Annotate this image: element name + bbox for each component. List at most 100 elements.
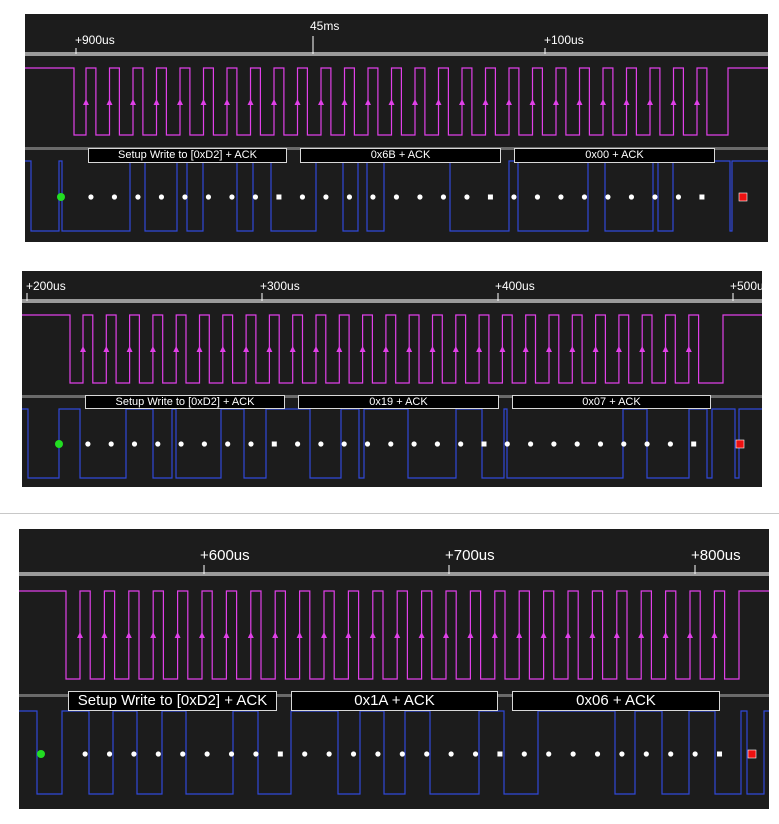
clock-edge-arrow (200, 99, 207, 105)
data-bit-marker (458, 441, 464, 447)
clock-edge-arrow (199, 632, 205, 638)
sda-waveform (22, 408, 762, 479)
data-bit-marker (323, 194, 329, 200)
clock-edge-arrow (224, 99, 230, 105)
clock-edge-arrow (125, 632, 132, 638)
clock-edge-arrow (106, 99, 113, 105)
time-ruler (25, 52, 768, 56)
clock-edge-arrow (615, 346, 622, 352)
i2c-frame-data-2[interactable]: 0x00 + ACK (514, 148, 715, 163)
clock-edge-arrow (177, 99, 183, 105)
stop-condition-marker (735, 439, 745, 449)
clock-edge-arrow (130, 99, 136, 105)
data-bit-marker (302, 751, 308, 757)
data-bit-marker (364, 441, 371, 447)
clock-edge-arrow (499, 346, 506, 352)
clock-edge-arrow (429, 346, 436, 352)
data-bit-marker (229, 194, 235, 200)
i2c-frame-address[interactable]: Setup Write to [0xD2] + ACK (88, 148, 287, 163)
data-bit-marker (534, 194, 541, 200)
clock-edge-arrow (341, 99, 348, 105)
data-bit-marker (318, 441, 324, 447)
data-bit-marker (135, 194, 141, 200)
i2c-frame-data-1[interactable]: 0x19 + ACK (298, 395, 499, 409)
ack-bit-marker (277, 751, 283, 757)
data-bit-marker (375, 751, 381, 757)
i2c-frame-address[interactable]: Setup Write to [0xD2] + ACK (85, 395, 285, 409)
clock-edge-arrow (80, 346, 86, 352)
i2c-frame-data-1[interactable]: 0x1A + ACK (291, 691, 498, 711)
clock-edge-arrow (336, 346, 343, 352)
data-bit-marker (370, 194, 376, 200)
data-bit-marker (511, 194, 517, 200)
data-bit-marker (204, 751, 210, 757)
data-bit-marker (434, 441, 440, 447)
ack-bit-marker (717, 751, 723, 757)
data-bit-marker (205, 194, 212, 200)
data-bit-marker (504, 441, 510, 447)
clock-edge-arrow (382, 346, 389, 352)
clock-edge-arrow (101, 632, 108, 638)
data-bit-marker (225, 441, 231, 447)
ruler-marker: +500us (730, 279, 762, 293)
clock-edge-arrow (149, 346, 156, 352)
clock-edge-arrow (711, 632, 718, 638)
start-condition-marker (55, 440, 63, 448)
waveform-canvas (25, 36, 768, 232)
clock-edge-arrow (271, 99, 277, 105)
clock-edge-arrow (388, 99, 395, 105)
data-bit-marker (546, 751, 552, 757)
data-bit-marker (472, 751, 479, 757)
i2c-frame-address[interactable]: Setup Write to [0xD2] + ACK (68, 691, 277, 711)
data-bit-marker (644, 441, 650, 447)
data-bit-marker (85, 441, 91, 447)
i2c-frame-data-1[interactable]: 0x6B + ACK (300, 148, 501, 163)
data-bit-marker (448, 751, 454, 757)
clock-edge-arrow (613, 632, 620, 638)
clock-edge-arrow (365, 99, 371, 105)
clock-edge-arrow (435, 99, 442, 105)
clock-edge-arrow (406, 346, 413, 352)
clock-edge-arrow (459, 99, 465, 105)
data-bit-marker (643, 751, 649, 757)
clock-edge-arrow (219, 346, 226, 352)
data-bit-marker (574, 441, 580, 447)
data-bit-marker (581, 194, 588, 200)
separator (0, 513, 779, 514)
data-bit-marker (597, 441, 604, 447)
data-bit-marker (326, 751, 332, 757)
data-bit-marker (667, 441, 673, 447)
start-condition-marker (37, 750, 45, 758)
waveform-canvas (22, 293, 762, 479)
clock-edge-arrow (443, 632, 449, 638)
data-bit-marker (527, 441, 534, 447)
ack-bit-marker (699, 194, 705, 200)
clock-edge-arrow (482, 99, 489, 105)
data-bit-marker (417, 194, 423, 200)
clock-edge-arrow (313, 346, 319, 352)
start-condition-marker (57, 193, 65, 201)
ruler-marker: +300us (260, 279, 300, 293)
ack-bit-marker (487, 194, 493, 200)
data-bit-marker (652, 194, 658, 200)
i2c-frame-data-2[interactable]: 0x06 + ACK (512, 691, 720, 711)
clock-edge-arrow (638, 632, 645, 638)
clock-edge-arrow (565, 632, 571, 638)
ruler-marker: +700us (445, 547, 495, 564)
data-bit-marker (106, 751, 113, 757)
data-bit-marker (131, 751, 137, 757)
clock-edge-arrow (243, 346, 250, 352)
ack-bit-marker (481, 441, 487, 447)
clock-edge-arrow (394, 632, 401, 638)
data-bit-marker (108, 441, 114, 447)
clock-edge-arrow (506, 99, 512, 105)
clock-edge-arrow (83, 99, 89, 105)
data-bit-marker (558, 194, 564, 200)
i2c-frame-data-2[interactable]: 0x07 + ACK (512, 395, 711, 409)
ack-bit-marker (497, 751, 503, 757)
clock-edge-arrow (553, 99, 559, 105)
clock-edge-arrow (522, 346, 529, 352)
ruler-marker: +800us (691, 547, 741, 564)
capture-panel-3: +600us +700us +800us Setup Write to [0xD… (19, 529, 769, 809)
data-bit-marker (178, 441, 184, 447)
